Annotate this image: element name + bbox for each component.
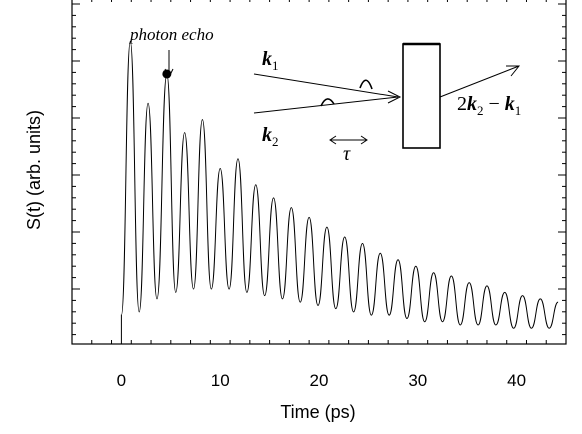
k1-beam [253, 73, 399, 98]
inset-diagram: k1 k2 τ 2k2 − k1 [253, 42, 521, 165]
output-label: 2k2 − k1 [457, 93, 521, 118]
signal-trace [120, 40, 559, 344]
k2-label: k2 [262, 124, 279, 149]
tau-left-arrow-icon [329, 135, 337, 145]
y-axis-title: S(t) (arb. units) [24, 110, 44, 230]
x-ticks [71, 0, 567, 344]
x-tick-label: 0 [117, 371, 126, 390]
x-tick-label: 20 [310, 371, 329, 390]
plot-frame [71, 0, 567, 345]
output-arrowhead-icon [506, 65, 521, 77]
output-beam [439, 65, 520, 98]
tau-right-arrow-icon [360, 135, 368, 145]
sample-box [402, 43, 441, 149]
x-tick-label: 40 [507, 371, 526, 390]
beam-arrowhead-icon [387, 90, 402, 104]
x-tick-labels: 0 10 20 30 40 [117, 371, 526, 390]
k2-beam [253, 96, 399, 114]
photon-echo-marker [162, 69, 172, 79]
photon-echo-label: photon echo [129, 25, 214, 44]
k2-pulse-icon [320, 98, 335, 107]
k1-pulse-icon [359, 79, 373, 90]
x-axis-title: Time (ps) [280, 402, 355, 422]
tau-label: τ [343, 143, 351, 165]
x-tick-label: 10 [211, 371, 230, 390]
k1-label: k1 [262, 48, 279, 73]
y-ticks [72, 3, 566, 336]
x-tick-label: 30 [408, 371, 427, 390]
